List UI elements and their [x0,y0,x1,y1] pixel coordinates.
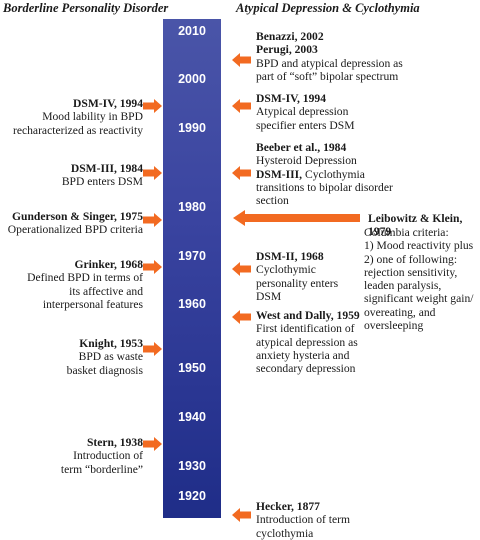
left-column-header: Borderline Personality Disorder [3,1,169,15]
year-label: 1950 [178,361,206,375]
left-arrow-icon [232,99,251,113]
left-arrow-icon [232,508,251,522]
left-entry-dsm-iii: DSM-III, 1984 BPD enters DSM [61,162,143,189]
right-entry-dsm-ii: DSM-II, 1968 Cyclothymic personality ent… [256,250,339,303]
left-arrow-icon [232,262,251,276]
right-arrow-icon [143,342,162,356]
right-entry-dsm-iv: DSM-IV, 1994 Atypical depression specifi… [256,92,355,132]
right-entry-benazzi-perugi: Benazzi, 2002 Perugi, 2003 BPD and atypi… [256,30,403,83]
right-arrow-icon [143,437,162,451]
right-column-header: Atypical Depression & Cyclothymia [236,1,420,15]
right-entry-beeber-dsm-iii: Beeber et al., 1984 Hysteroid Depression… [256,141,393,208]
year-label: 1990 [178,121,206,135]
right-entry-leibowitz: Leibowitz & Klein, 1979 [368,212,463,239]
year-label: 2000 [178,72,206,86]
right-entry-hecker: Hecker, 1877 Introduction of term cyclot… [256,500,351,540]
year-label: 1930 [178,459,206,473]
left-entry-knight: Knight, 1953 BPD as waste basket diagnos… [66,337,143,377]
year-label: 1940 [178,410,206,424]
timeline-bar [163,19,221,518]
left-entry-grinker: Grinker, 1968 Defined BPD in terms of it… [27,258,143,311]
left-entry-dsm-iv: DSM-IV, 1994 Mood lability in BPD rechar… [12,97,143,137]
right-arrow-icon [143,99,162,113]
right-arrow-icon [143,166,162,180]
year-label: 1960 [178,297,206,311]
left-entry-gunderson: Gunderson & Singer, 1975 Operationalized… [7,210,143,237]
left-entry-stern: Stern, 1938 Introduction of term “border… [60,436,143,476]
left-arrow-icon [232,166,251,180]
left-arrow-icon [232,53,251,67]
year-label: 1920 [178,489,206,503]
right-arrow-icon [143,260,162,274]
left-arrow-icon [232,310,251,324]
right-entry-west-dally: West and Dally, 1959 First identificatio… [256,309,360,376]
year-label: 1970 [178,249,206,263]
right-entry-leibowitz-criteria: Columbia criteria: 1) Mood reactivity pl… [364,226,474,333]
year-label: 2010 [178,24,206,38]
right-arrow-icon [143,213,162,227]
year-label: 1980 [178,200,206,214]
left-arrow-icon [233,210,360,226]
